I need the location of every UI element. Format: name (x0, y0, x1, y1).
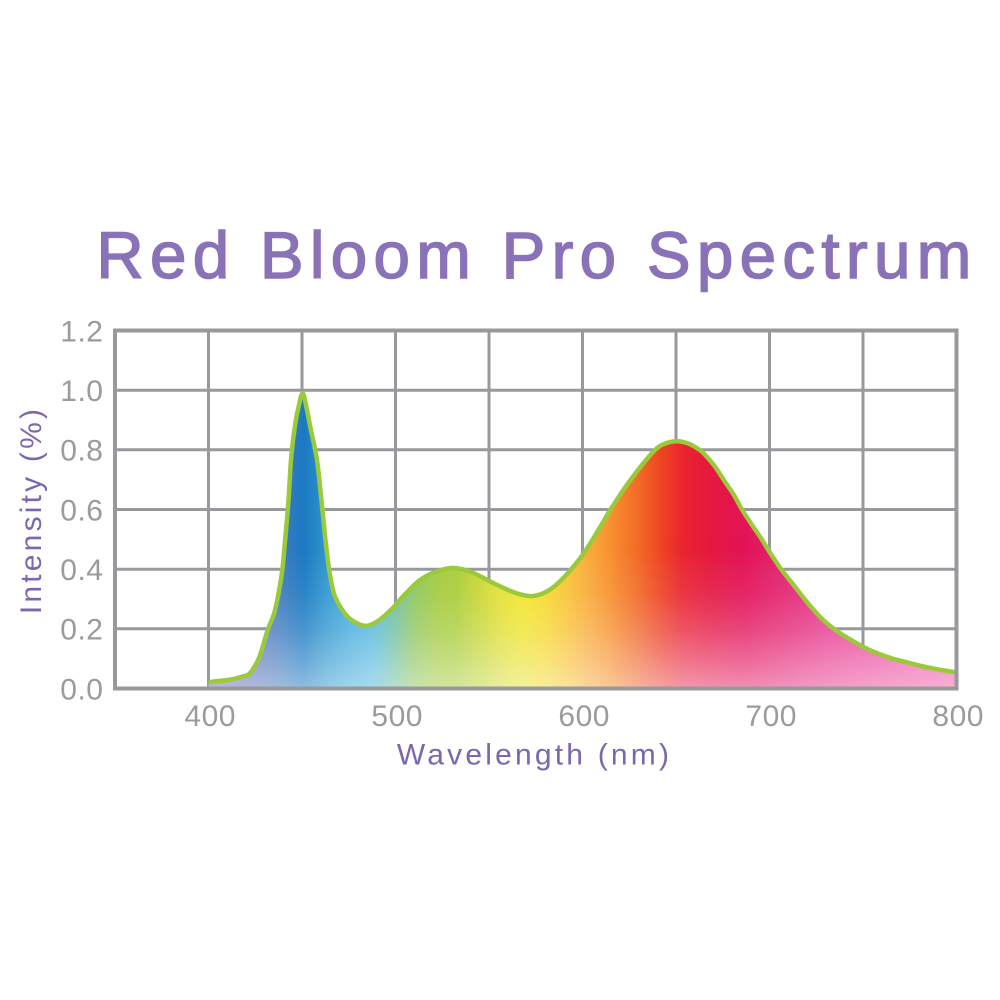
svg-text:Wavelength (nm): Wavelength (nm) (397, 739, 672, 772)
svg-text:Red Bloom Pro Spectrum: Red Bloom Pro Spectrum (96, 219, 977, 292)
svg-text:1.2: 1.2 (60, 315, 103, 348)
svg-text:800: 800 (932, 700, 984, 733)
svg-text:400: 400 (184, 700, 236, 733)
svg-text:0.6: 0.6 (60, 494, 103, 527)
svg-text:700: 700 (745, 700, 797, 733)
svg-text:0.0: 0.0 (60, 673, 103, 706)
svg-text:1.0: 1.0 (60, 375, 103, 408)
svg-text:Intensity (%): Intensity (%) (15, 406, 48, 614)
svg-text:0.4: 0.4 (60, 554, 103, 587)
svg-text:600: 600 (558, 700, 610, 733)
svg-text:0.2: 0.2 (60, 614, 103, 647)
svg-text:0.8: 0.8 (60, 435, 103, 468)
svg-text:500: 500 (371, 700, 423, 733)
